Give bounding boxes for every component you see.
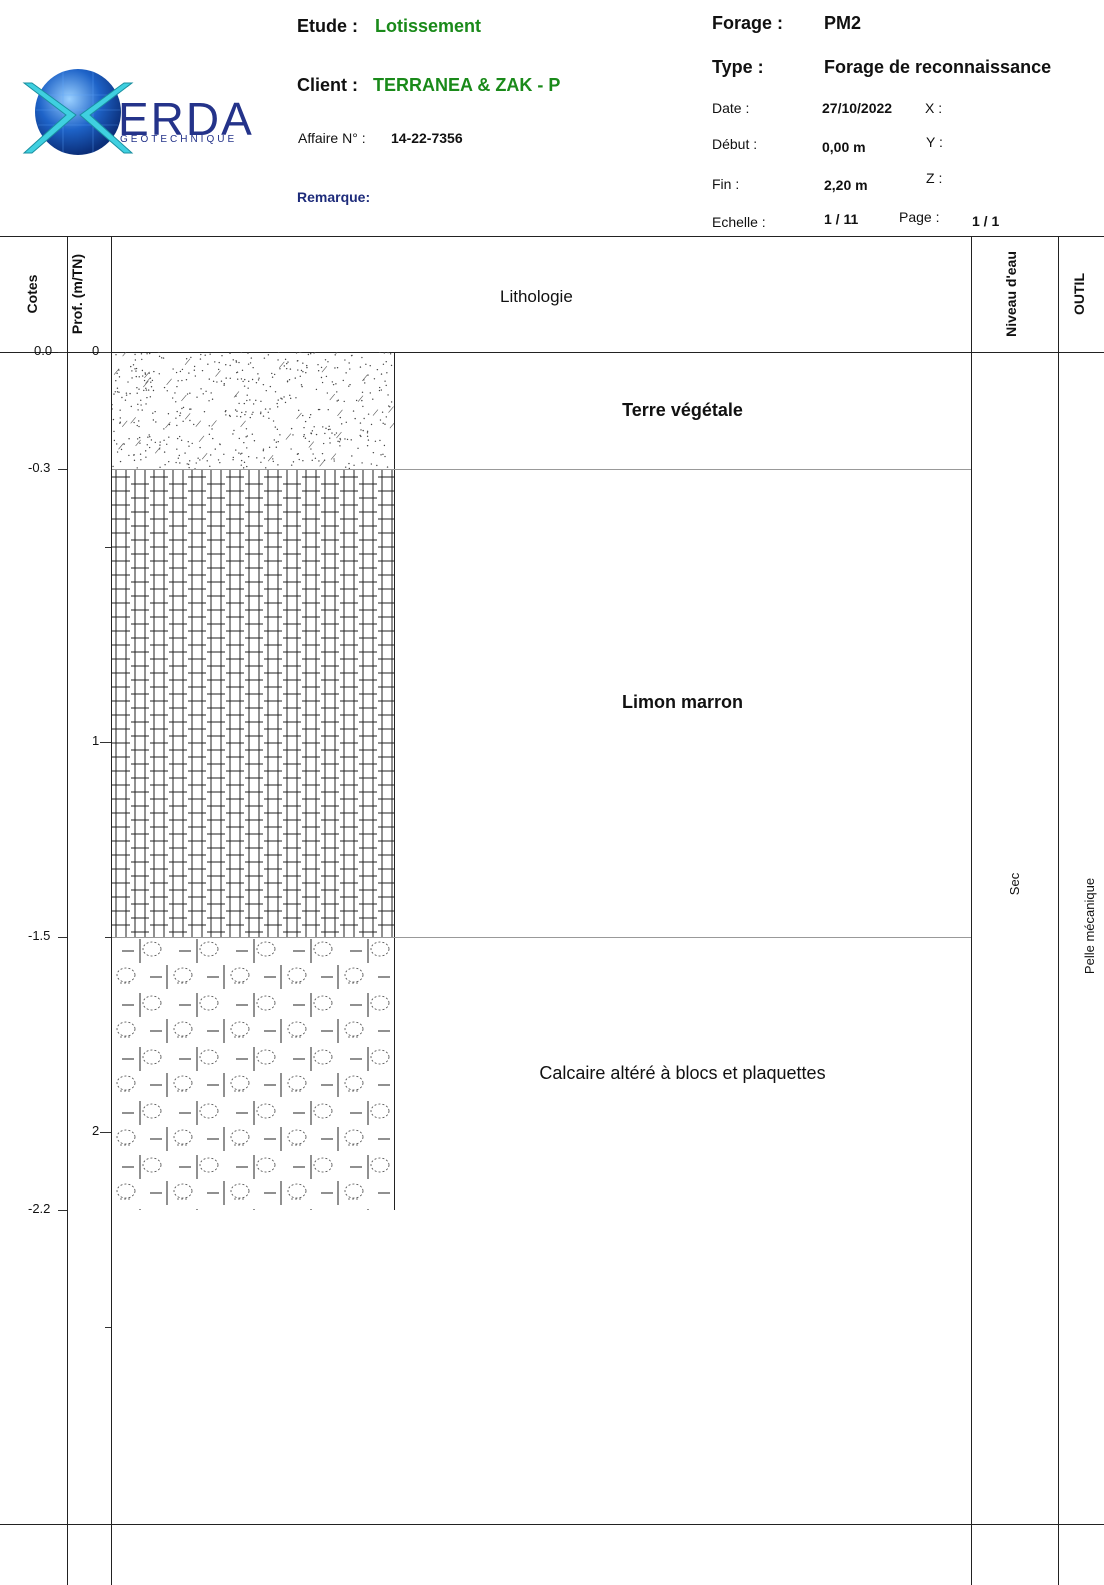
blocks-pattern-icon [116, 939, 390, 1210]
debut-value: 0,00 m [822, 139, 866, 155]
prof-tick [100, 352, 111, 353]
cotes-column-border [67, 236, 68, 1585]
logo-subtitle: GEOTECHNIQUE [120, 134, 238, 145]
cotes-tick [58, 352, 67, 353]
prof-tick [105, 937, 111, 938]
layer-name: Limon marron [621, 692, 743, 712]
layer-name: Calcaire altéré à blocs et plaquettes [539, 1062, 826, 1083]
cotes-label: -2.2 [28, 1201, 51, 1216]
page-label: Page : [899, 209, 940, 225]
prof-tick [105, 547, 111, 548]
niveau-column-border-left [971, 236, 972, 1585]
echelle-value: 1 / 11 [824, 211, 859, 227]
layer-separator [112, 937, 971, 938]
lithologie-header: Lithologie [500, 287, 573, 306]
log-bottom-border [0, 1524, 1104, 1525]
type-label: Type : [712, 57, 764, 77]
layer-name: Terre végétale [622, 399, 743, 420]
lithology-pattern [112, 469, 395, 937]
grid-pattern-icon [112, 469, 394, 937]
fin-label: Fin : [712, 176, 740, 192]
cotes-label: -1.5 [28, 928, 51, 943]
outil-column-border-left [1058, 236, 1059, 1585]
cotes-tick [58, 469, 67, 470]
niveau-header: Niveau d'eau [1003, 251, 1019, 337]
client-label: Client : [297, 75, 358, 95]
cotes-label: -0.3 [28, 460, 51, 475]
etude-value: Lotissement [375, 16, 482, 36]
tool-value: Pelle mécanique [1082, 877, 1097, 975]
prof-column-border [111, 236, 112, 1585]
header-bottom-border [0, 236, 1104, 237]
page-value: 1 / 1 [972, 213, 1000, 229]
lithology-pattern [112, 352, 395, 469]
cotes-tick [58, 937, 67, 938]
x-label: X : [925, 100, 943, 116]
dots-pattern-icon [112, 352, 394, 469]
cotes-label: 0.0 [34, 343, 53, 358]
date-label: Date : [712, 100, 750, 116]
affaire-value: 14-22-7356 [391, 130, 463, 146]
date-value: 27/10/2022 [822, 100, 893, 116]
column-header-bottom-border [0, 352, 1104, 353]
prof-header: Prof. (m/TN) [69, 253, 85, 335]
client-value: TERRANEA & ZAK - P [373, 75, 561, 95]
fin-value: 2,20 m [824, 177, 868, 193]
outil-header: OUTIL [1071, 273, 1087, 315]
remarque-label: Remarque: [297, 189, 371, 205]
erda-logo [18, 65, 273, 165]
prof-tick [105, 1327, 111, 1328]
prof-label: 0 [92, 343, 100, 358]
prof-label: 1 [92, 733, 100, 748]
type-value: Forage de reconnaissance [824, 57, 1052, 77]
z-label: Z : [926, 170, 943, 186]
forage-value: PM2 [824, 13, 862, 33]
globe-logo-icon [22, 69, 134, 155]
prof-tick [100, 742, 111, 743]
echelle-label: Echelle : [712, 214, 766, 230]
header: ERDA GEOTECHNIQUE Etude : Lotissement Cl… [0, 0, 1104, 237]
prof-label: 2 [92, 1123, 100, 1138]
debut-label: Début : [712, 136, 758, 152]
cotes-header: Cotes [24, 274, 40, 314]
lithology-pattern [112, 937, 395, 1210]
y-label: Y : [926, 134, 943, 150]
layer-separator [112, 469, 971, 470]
prof-tick [100, 1132, 111, 1133]
forage-label: Forage : [712, 13, 784, 33]
affaire-label: Affaire N° : [298, 130, 366, 146]
etude-label: Etude : [297, 16, 358, 36]
logo-name: ERDA [118, 93, 254, 145]
water-level-value: Sec [1007, 872, 1022, 896]
cotes-tick [58, 1210, 67, 1211]
